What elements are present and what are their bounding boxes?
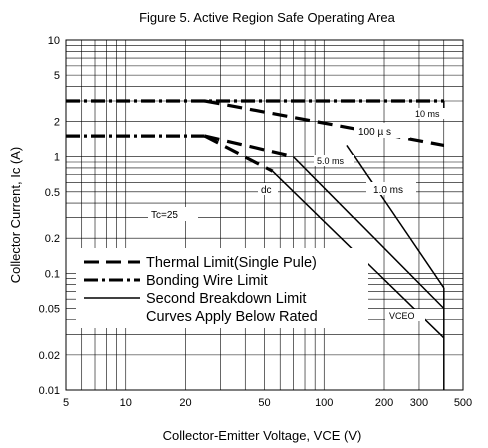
tick-labels: 5 10 20 50 100 200 300 500 0.01 0.02 0.05 0.1 0.2 0.5… [39, 35, 473, 409]
y-tick-label: 0.1 [45, 268, 60, 280]
annotation-10ms: 10 ms [415, 109, 440, 119]
y-tick-label: 10 [48, 35, 60, 47]
x-tick-label: 100 [315, 397, 333, 409]
x-tick-label: 10 [120, 397, 132, 409]
annotation-vceo: VCEO [389, 311, 415, 321]
y-tick-label: 0.05 [39, 303, 60, 315]
x-tick-label: 300 [410, 397, 428, 409]
x-tick-label: 200 [375, 397, 393, 409]
grid-lines [66, 40, 463, 390]
annotation-5ms: 5.0 ms [317, 156, 345, 166]
legend: Thermal Limit(Single Pule) Bonding Wire … [76, 248, 368, 328]
y-tick-label: 0.01 [39, 385, 60, 397]
y-tick-label: 2 [54, 117, 60, 129]
y-tick-label: 1 [54, 152, 60, 164]
x-axis-title: Collector-Emitter Voltage, VCE (V) [163, 428, 362, 443]
series-line-thermal [205, 136, 273, 171]
y-tick-label: 5 [54, 70, 60, 82]
legend-label-second-breakdown: Second Breakdown Limit [146, 291, 306, 307]
legend-label-thermal: Thermal Limit(Single Pule) [146, 255, 317, 271]
x-tick-label: 50 [258, 397, 270, 409]
curves [66, 101, 444, 390]
annotation-dc: dc [261, 185, 272, 196]
y-axis-title: Collector Current, Ic (A) [8, 147, 23, 284]
legend-label-rated: Curves Apply Below Rated [146, 309, 318, 325]
annotation-100us: 100 µ s [358, 127, 391, 138]
y-tick-label: 0.5 [45, 187, 60, 199]
legend-label-bonding: Bonding Wire Limit [146, 273, 268, 289]
x-tick-label: 5 [63, 397, 69, 409]
annotation-tc: Tc=25 [151, 210, 178, 221]
y-tick-label: 0.2 [45, 233, 60, 245]
x-tick-label: 20 [179, 397, 191, 409]
y-tick-label: 0.02 [39, 350, 60, 362]
annotation-1ms: 1.0 ms [373, 185, 403, 196]
chart-title: Figure 5. Active Region Safe Operating A… [139, 10, 396, 25]
x-tick-label: 500 [454, 397, 472, 409]
